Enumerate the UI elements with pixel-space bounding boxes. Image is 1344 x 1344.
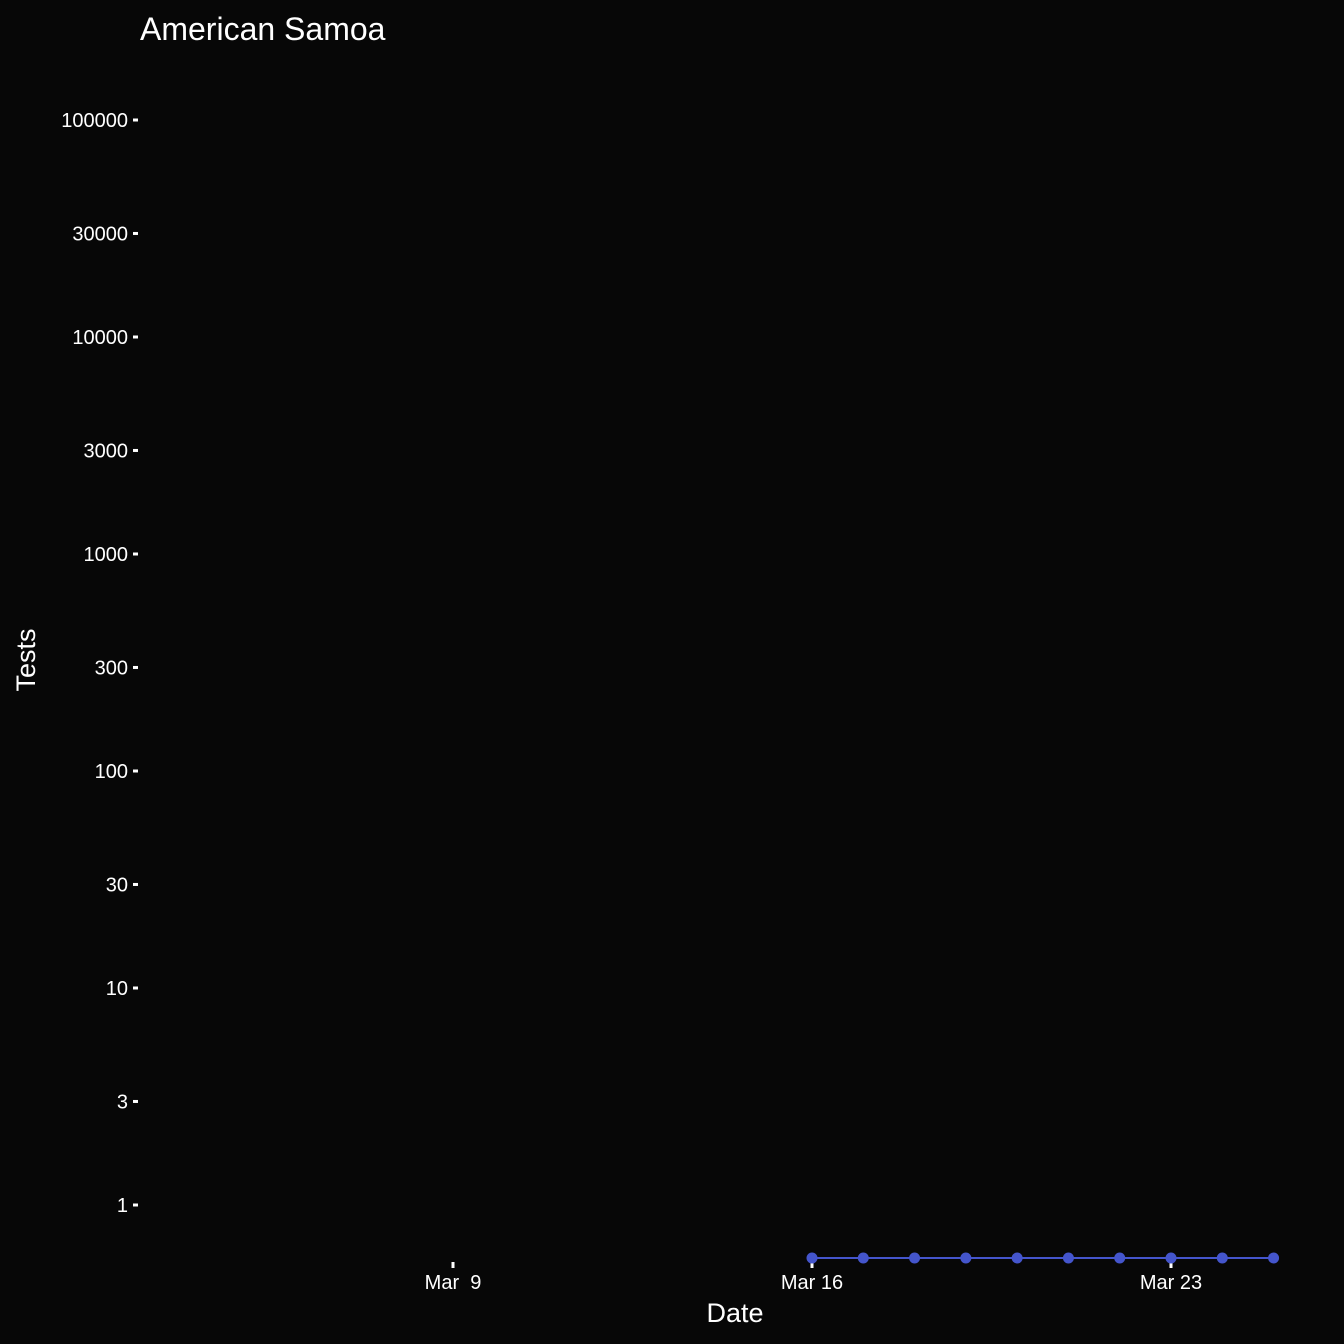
y-axis: 1 3 10 30 100 300 1000 3000 10000 30000 100000	[61, 110, 138, 1217]
y-tick-label: 3	[117, 1091, 128, 1113]
y-tick-label: 10000	[72, 327, 128, 349]
data-point	[806, 1252, 818, 1264]
x-tick-label: Mar 23	[1140, 1272, 1202, 1294]
y-tick-label: 1000	[84, 544, 129, 566]
y-tick-label: 100	[95, 761, 128, 783]
y-tick-label: 3000	[84, 440, 129, 462]
y-tick-label: 1	[117, 1195, 128, 1217]
data-point	[909, 1252, 921, 1264]
data-point	[1165, 1252, 1177, 1264]
data-point	[1062, 1252, 1074, 1264]
x-tick-label: Mar 9	[425, 1272, 482, 1294]
x-axis-title: Date	[706, 1298, 763, 1328]
x-axis: Mar 9 Mar 16 Mar 23	[425, 1262, 1202, 1294]
data-point	[1114, 1252, 1126, 1264]
y-tick-label: 30	[106, 874, 128, 896]
y-tick-label: 10	[106, 978, 128, 1000]
data-point	[1011, 1252, 1023, 1264]
data-point	[960, 1252, 972, 1264]
x-tick-label: Mar 16	[781, 1272, 843, 1294]
data-point	[857, 1252, 869, 1264]
series-layer	[806, 1252, 1280, 1264]
y-tick-label: 300	[95, 657, 128, 679]
y-tick-label: 100000	[61, 110, 128, 132]
data-point	[1216, 1252, 1228, 1264]
data-point	[1268, 1252, 1280, 1264]
y-axis-title: Tests	[11, 628, 41, 691]
chart-title: American Samoa	[140, 11, 386, 47]
y-tick-label: 30000	[72, 223, 128, 245]
